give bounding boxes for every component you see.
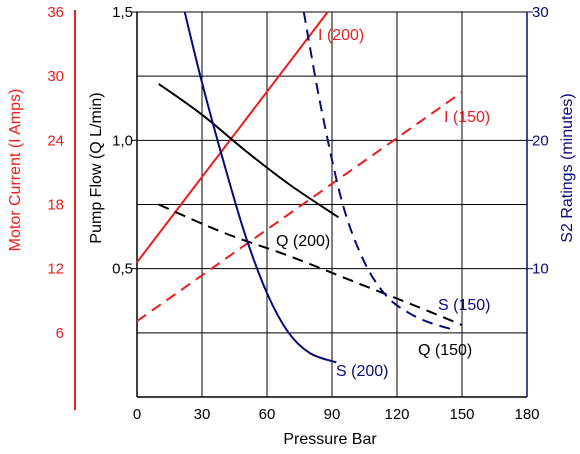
- tick-labels: 6 12 18 24 30 36 0,5 1,0 1,5 10 20 30 0 30 60 90 120 150 1…: [47, 4, 548, 423]
- pump-flow-axis-title: Pump Flow (Q L/min): [88, 92, 105, 243]
- flow-tick-label: 1,5: [112, 4, 133, 21]
- series-label-i200: I (200): [318, 27, 364, 44]
- s2-tick-label: 20: [532, 132, 549, 149]
- series-label-q200: Q (200): [276, 233, 330, 250]
- series-line-s150: [302, 11, 452, 330]
- motor-current-axis-title: Motor Current (I Amps): [7, 89, 24, 252]
- axes: [136, 11, 528, 398]
- series-line-i150: [136, 91, 463, 322]
- current-tick-label: 30: [47, 68, 64, 85]
- current-tick-label: 24: [47, 132, 64, 149]
- x-tick-label: 0: [133, 406, 141, 423]
- series-label-i150: I (150): [444, 109, 490, 126]
- x-tick-label: 30: [194, 406, 211, 423]
- current-tick-label: 12: [47, 261, 64, 278]
- current-tick-label: 18: [47, 197, 64, 214]
- flow-tick-label: 0,5: [112, 261, 133, 278]
- x-tick-label: 150: [449, 406, 474, 423]
- s2-rating-axis-title: S2 Ratings (minutes): [559, 93, 576, 242]
- current-tick-label: 6: [56, 325, 64, 342]
- x-tick-label: 120: [384, 406, 409, 423]
- series-line-q200: [158, 83, 340, 219]
- x-axis-title: Pressure Bar: [283, 431, 377, 448]
- x-tick-label: 60: [259, 406, 276, 423]
- current-tick-label: 36: [47, 4, 64, 21]
- series-line-i200: [136, 11, 329, 263]
- grid-lines: [137, 12, 527, 397]
- series-label-s200: S (200): [336, 363, 388, 380]
- flow-tick-label: 1,0: [112, 132, 133, 149]
- x-tick-label: 180: [514, 406, 539, 423]
- series-line-s200: [183, 11, 337, 364]
- series-label-s150: S (150): [438, 297, 490, 314]
- series-lines: [136, 11, 463, 364]
- series-line-q150: [158, 203, 463, 327]
- s2-tick-label: 30: [532, 4, 549, 21]
- x-tick-label: 90: [324, 406, 341, 423]
- series-label-q150: Q (150): [418, 342, 472, 359]
- s2-tick-label: 10: [532, 261, 549, 278]
